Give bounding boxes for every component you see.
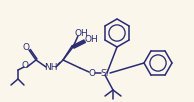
Text: O: O [22, 62, 29, 70]
Text: Si: Si [101, 69, 109, 78]
Text: NH: NH [44, 64, 58, 73]
Text: O: O [88, 69, 95, 78]
Text: O: O [23, 43, 29, 53]
Text: OH: OH [84, 34, 98, 43]
Text: OH: OH [74, 29, 88, 38]
